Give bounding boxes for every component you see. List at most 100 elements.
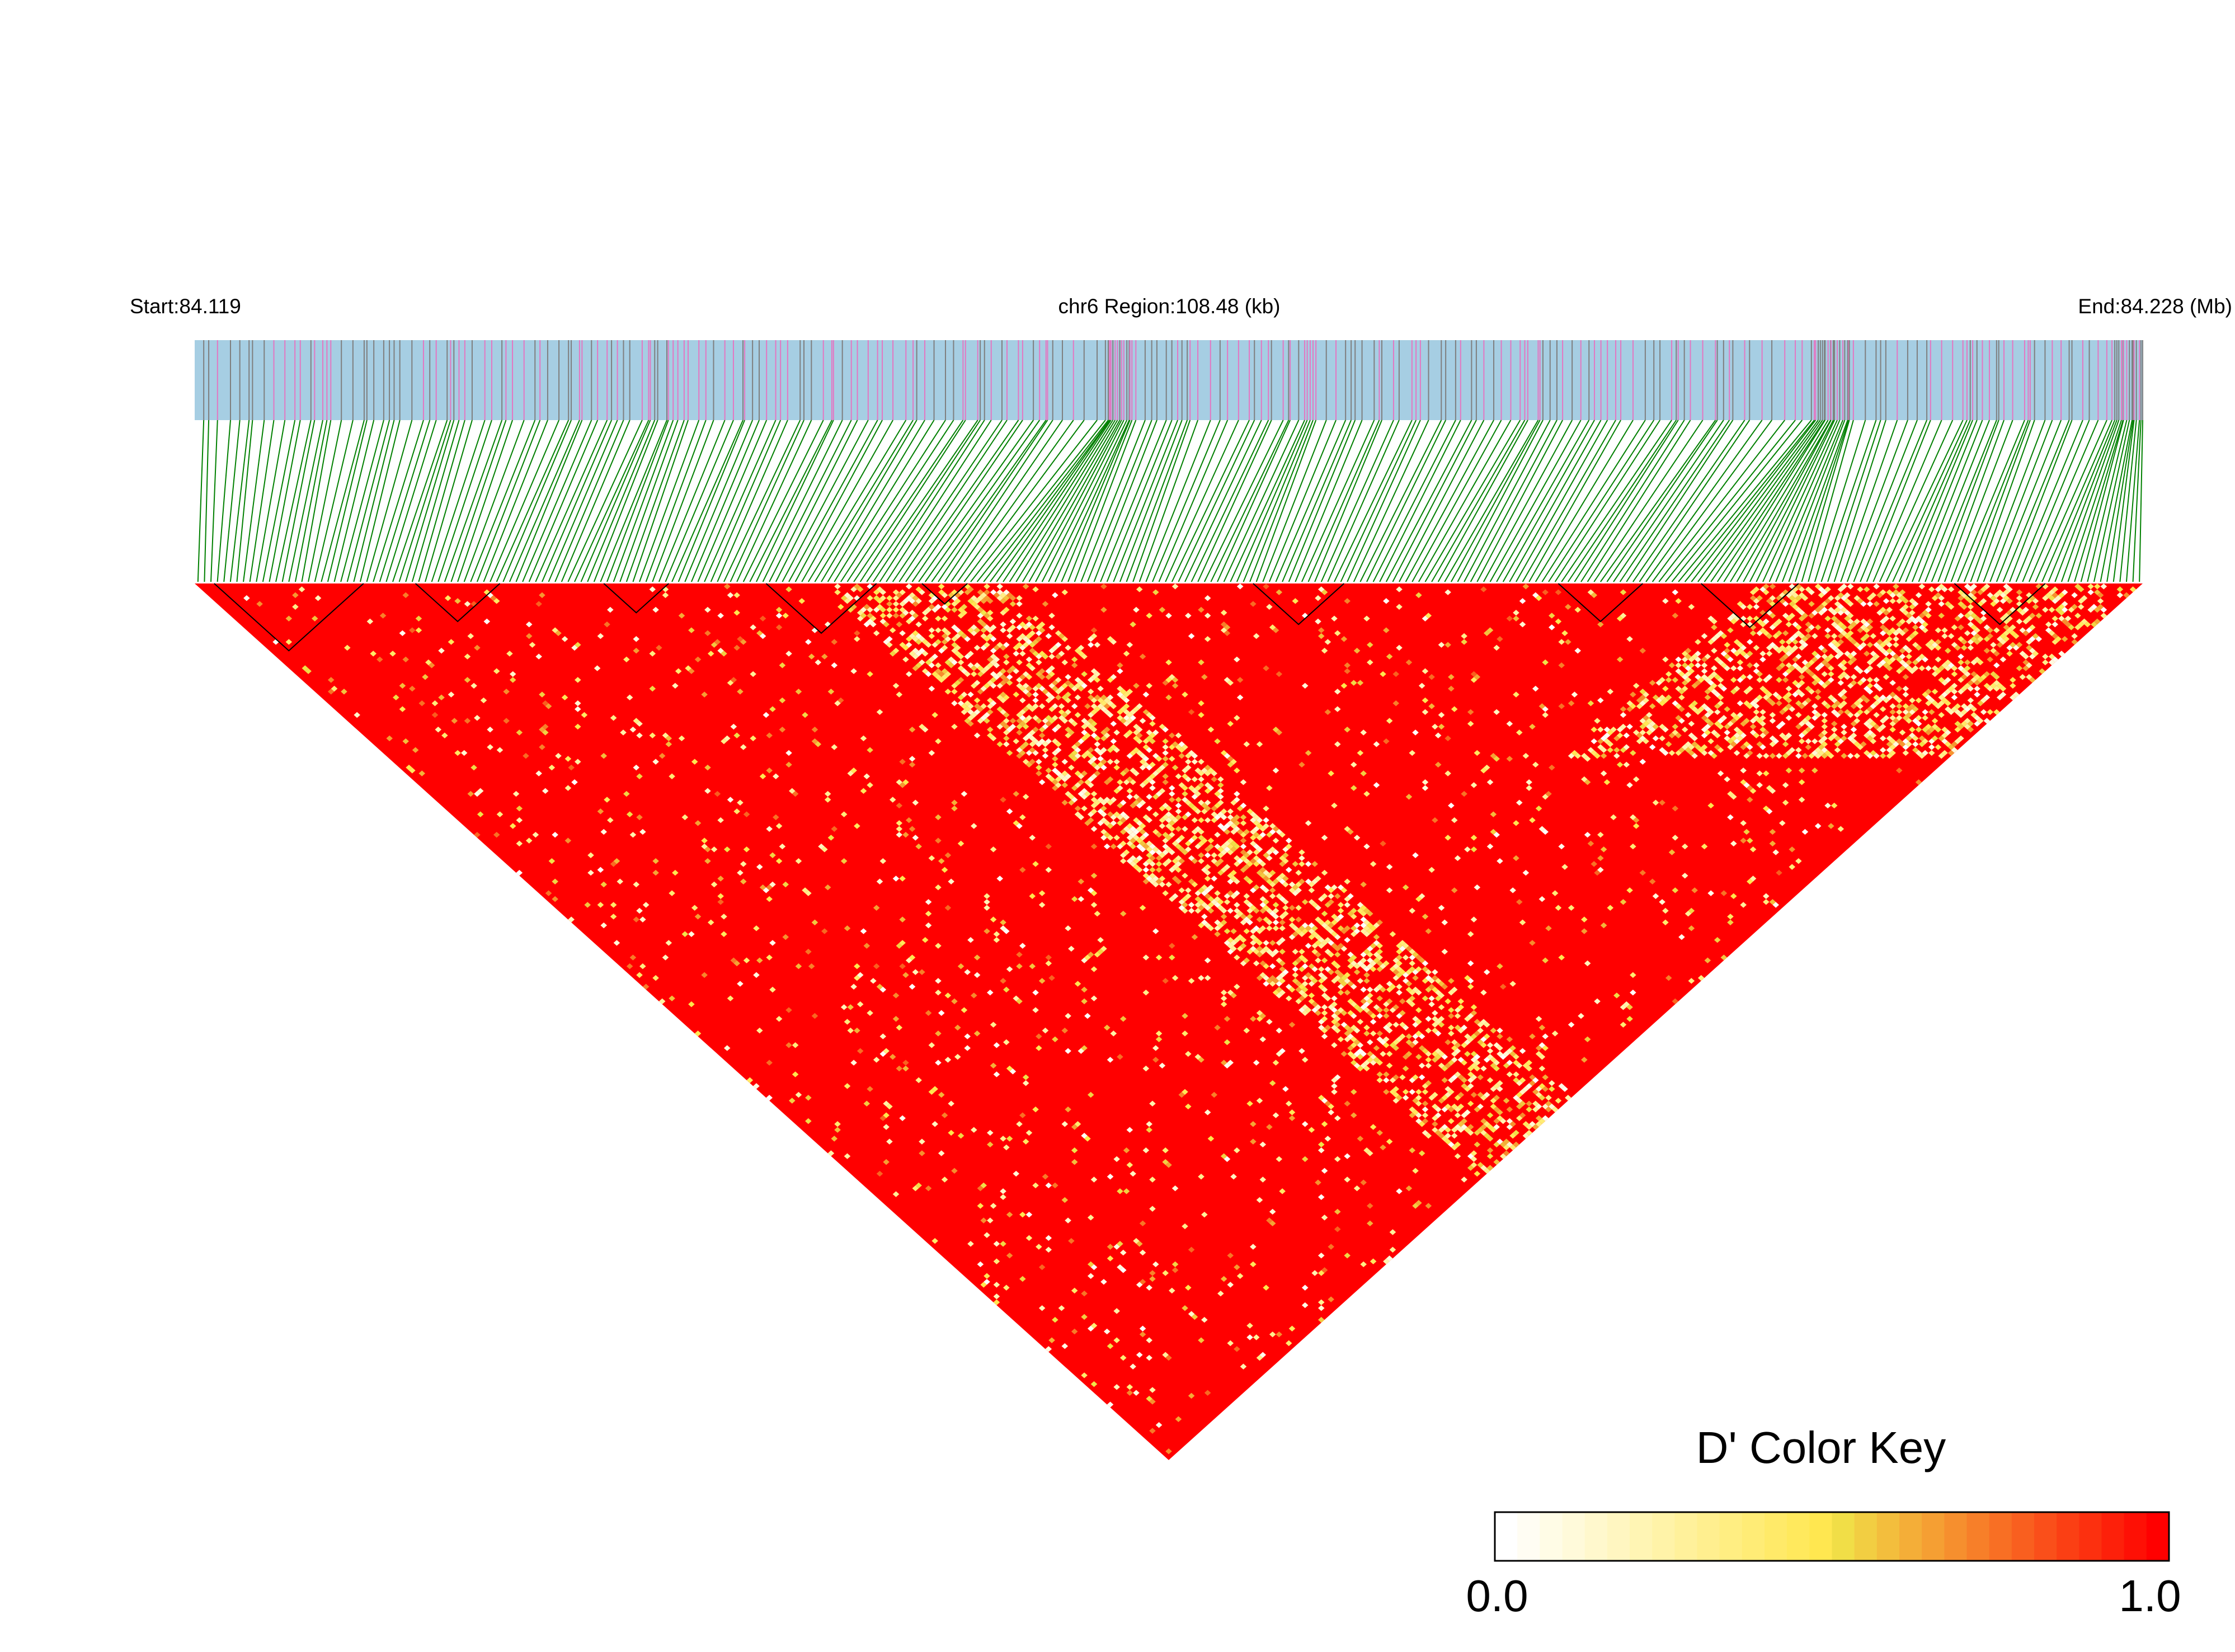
ld-cell (1847, 613, 1854, 619)
snp-connector (1399, 420, 1485, 582)
ld-cell (1594, 869, 1601, 876)
ld-cell (733, 732, 740, 738)
ld-cell (1110, 639, 1117, 645)
ld-cell (1776, 752, 1782, 759)
ld-cell (766, 954, 773, 961)
ld-cell (1318, 627, 1325, 633)
ld-cell (1204, 805, 1211, 812)
ld-cell (1513, 1141, 1519, 1148)
ld-cell (1873, 752, 1880, 759)
ld-cell (909, 610, 916, 616)
ld-cell (1103, 797, 1111, 803)
ld-cell (1048, 624, 1055, 630)
ld-cell (1805, 633, 1812, 639)
ld-cell (1591, 738, 1598, 745)
ld-cell (1373, 940, 1380, 946)
ld-cell (1305, 861, 1312, 867)
ld-cell (1396, 644, 1403, 651)
ld-cell (1396, 983, 1403, 990)
snp-connector (2106, 420, 2134, 582)
ld-cell (1042, 1174, 1049, 1180)
ld-cell (1230, 759, 1237, 765)
ld-cell (1821, 659, 1828, 666)
snp-connector (1217, 420, 1291, 582)
ld-cell (1392, 1039, 1400, 1046)
ld-cell (1220, 750, 1227, 756)
ld-cell (1282, 881, 1289, 888)
ld-cell (1042, 752, 1049, 759)
ld-cell (1451, 887, 1458, 893)
ld-cell (1123, 779, 1130, 785)
ld-cell (984, 905, 990, 911)
ld-cell (1717, 659, 1724, 666)
ld-cell (1162, 1352, 1169, 1358)
ld-cell (1828, 677, 1834, 683)
ld-cell (1383, 738, 1390, 745)
ld-cell (1224, 899, 1231, 905)
ld-cell (1396, 1188, 1403, 1194)
ld-cell (1360, 1261, 1367, 1268)
ld-cell (1899, 653, 1906, 660)
ld-cell (909, 726, 916, 733)
ld-cell (931, 1237, 938, 1244)
ld-cell (996, 741, 1004, 747)
ld-cell (1234, 656, 1240, 663)
ld-cell (1506, 1106, 1513, 1113)
ld-cell (1061, 776, 1069, 783)
ld-cell (1798, 703, 1805, 709)
ld-cell (1331, 995, 1338, 1001)
snp-connector (509, 420, 580, 582)
ld-cell (1782, 741, 1789, 747)
ld-cell (1766, 674, 1773, 680)
ld-cell (1695, 680, 1701, 686)
ld-cell (1412, 1168, 1419, 1174)
ld-cell (990, 846, 997, 853)
ld-cell (1432, 1027, 1438, 1034)
ld-cell (1695, 674, 1701, 680)
ld-cell (1269, 823, 1276, 829)
ld-cell (539, 726, 545, 733)
ld-cell (1025, 685, 1033, 692)
ld-cell (1461, 1112, 1467, 1118)
ld-cell (1893, 636, 1899, 642)
ld-cell (1188, 902, 1195, 908)
ld-cell (935, 604, 942, 610)
ld-cell (1360, 952, 1367, 958)
ld-cell (1194, 785, 1202, 791)
ld-cell (1038, 890, 1046, 896)
ld-cell (1769, 741, 1776, 747)
ld-cell (1155, 855, 1163, 862)
ld-cell (1090, 1176, 1098, 1183)
ld-cell (1522, 1086, 1530, 1092)
ld-cell (1038, 703, 1046, 709)
ld-cell (1045, 691, 1052, 698)
ld-cell (1405, 1039, 1413, 1046)
ld-cell (1931, 723, 1938, 730)
ld-cell (990, 677, 997, 683)
ld-cell (1399, 998, 1406, 1005)
ld-cell (1457, 998, 1465, 1005)
ld-cell (1746, 639, 1753, 645)
ld-cell (915, 621, 922, 628)
ld-cell (1038, 674, 1046, 680)
ld-cell (1178, 782, 1185, 788)
ld-cell (1045, 960, 1052, 967)
ld-cell (1870, 703, 1877, 709)
ld-cell (694, 1030, 702, 1037)
ld-cell (879, 1051, 887, 1057)
ld-cell (1993, 709, 2000, 716)
ld-cell (987, 627, 994, 633)
ld-cell (1081, 671, 1088, 677)
snp-connector (483, 420, 548, 582)
ld-cell (1263, 916, 1269, 923)
ld-cell (1730, 665, 1737, 671)
ld-cell (1185, 1284, 1192, 1291)
ld-cell (1422, 1112, 1429, 1118)
ld-cell (1347, 981, 1354, 987)
ld-cell (1155, 867, 1163, 873)
ld-cell (1899, 729, 1906, 736)
ld-cell (1068, 1237, 1075, 1244)
ld-cell (1263, 975, 1269, 981)
ld-cell (1805, 685, 1812, 692)
ld-cell (1506, 1118, 1513, 1124)
